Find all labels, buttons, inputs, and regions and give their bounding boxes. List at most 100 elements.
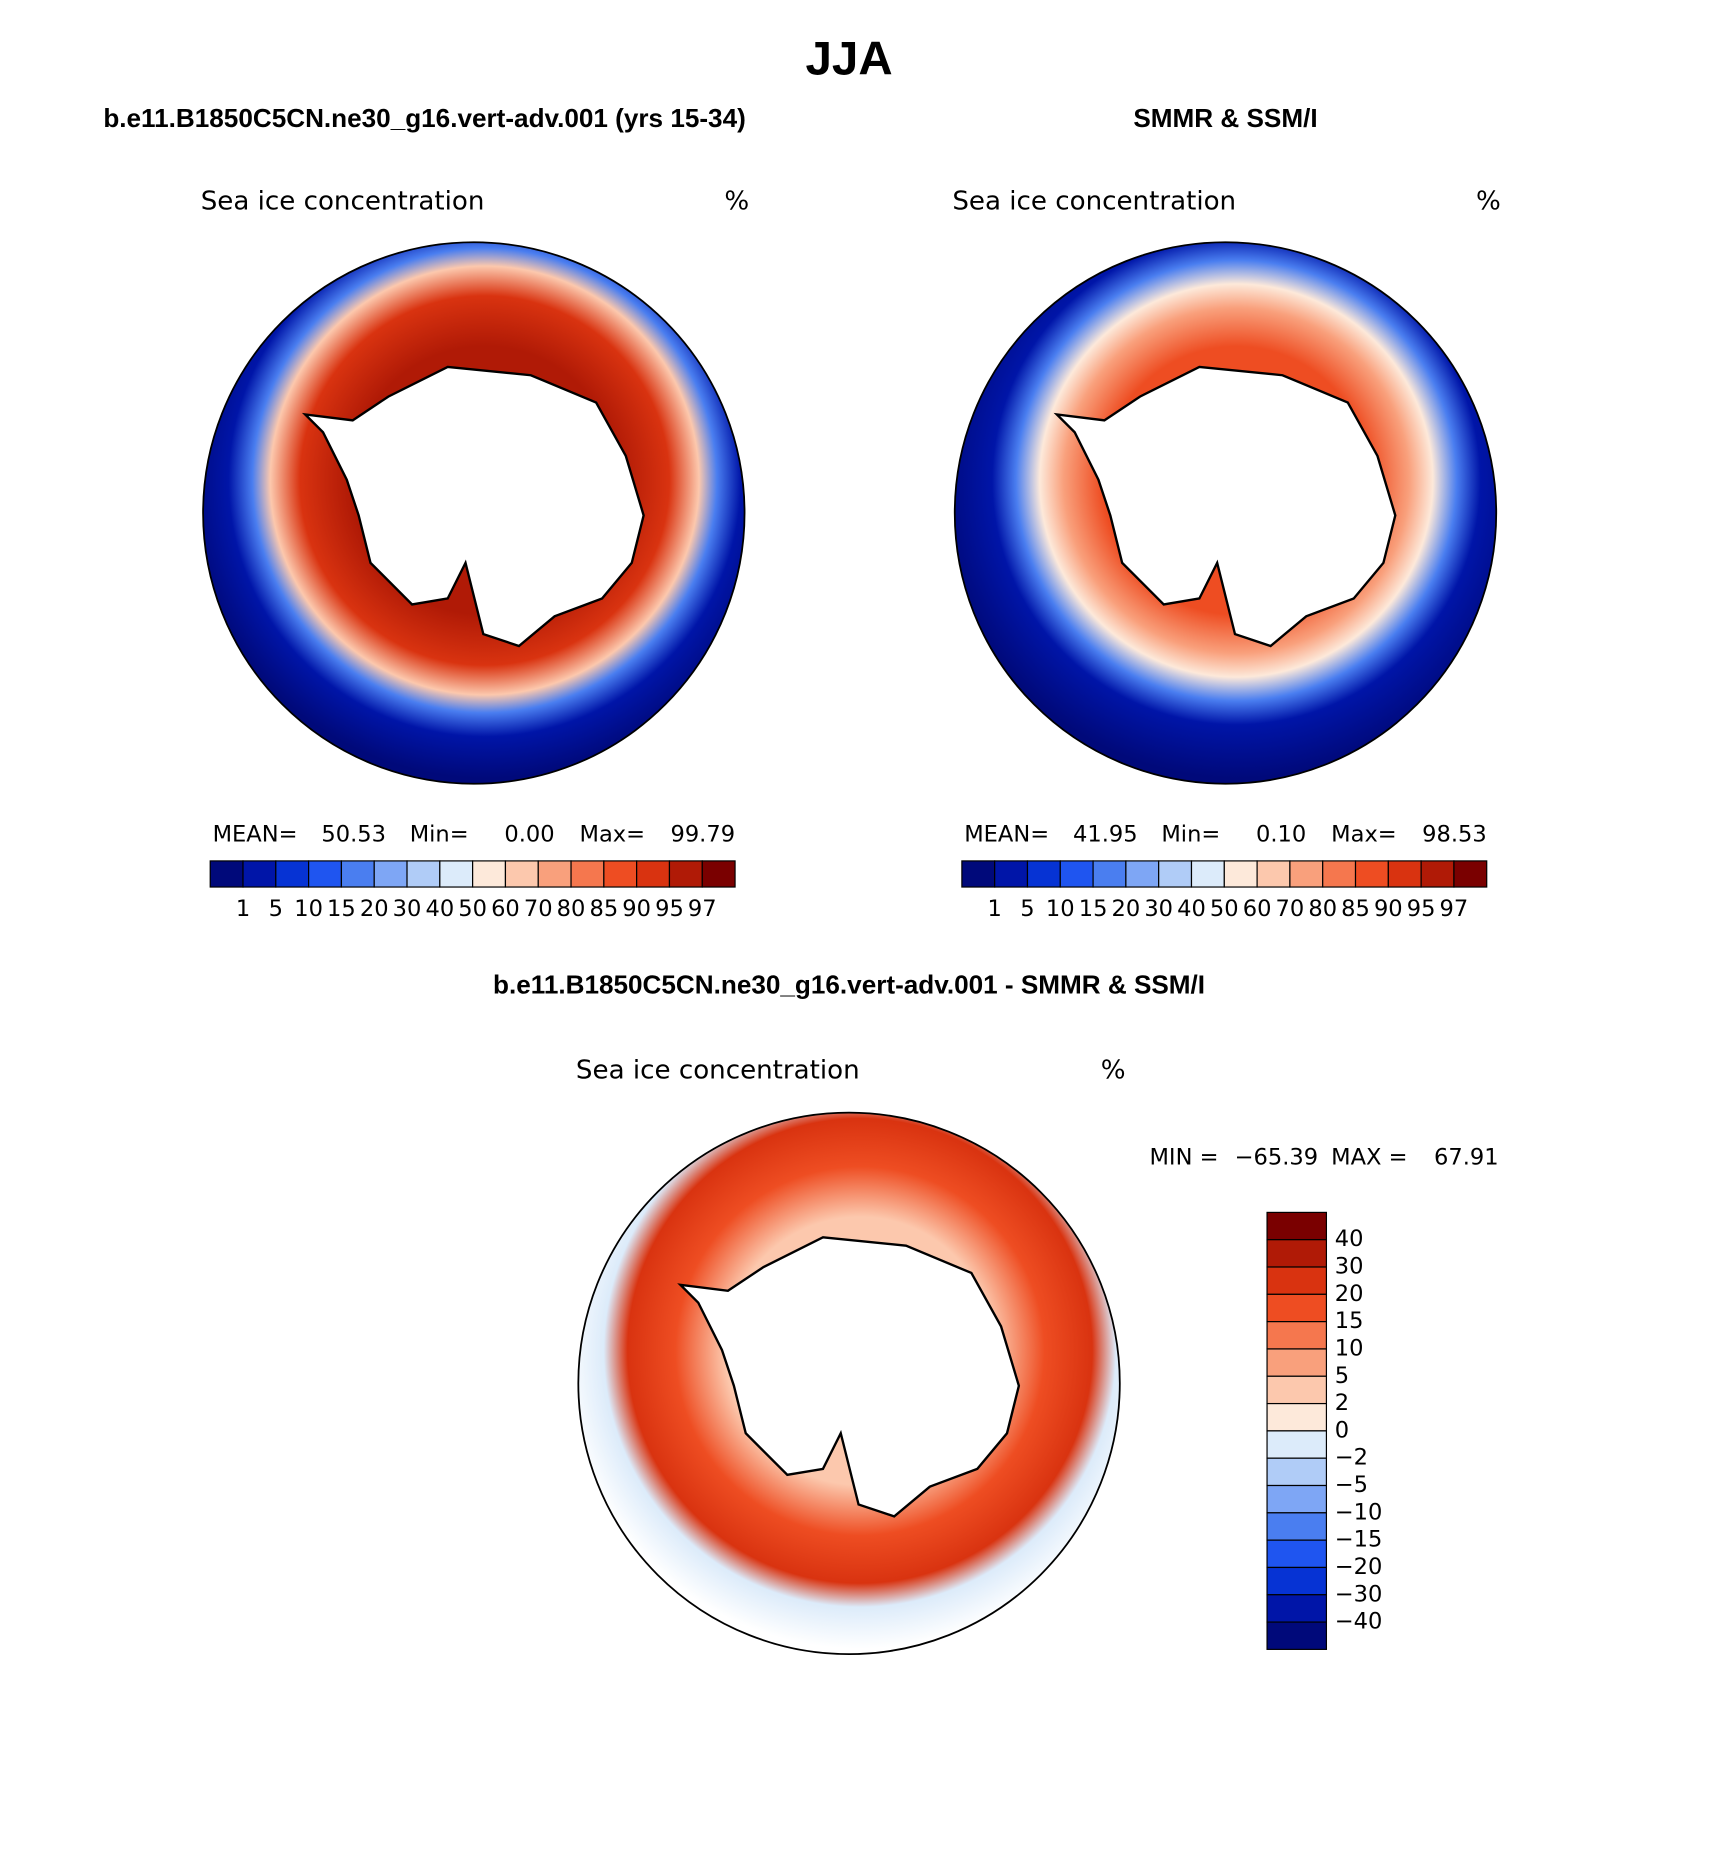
colorbar-box bbox=[1092, 860, 1127, 888]
colorbar-label: 30 bbox=[1144, 896, 1173, 922]
colorbar-box bbox=[668, 860, 703, 888]
colorbar-box bbox=[603, 860, 638, 888]
colorbar-label: −20 bbox=[1335, 1554, 1383, 1580]
colorbar-box bbox=[701, 860, 736, 888]
stat-value: 98.53 bbox=[1422, 821, 1487, 847]
colorbar-box bbox=[1026, 860, 1061, 888]
colorbar-label: 40 bbox=[1177, 896, 1206, 922]
stat-value: 99.79 bbox=[671, 821, 736, 847]
colorbar-box bbox=[1289, 860, 1324, 888]
colorbar-label: 50 bbox=[458, 896, 487, 922]
colorbar-label: 85 bbox=[590, 896, 619, 922]
colorbar-box bbox=[242, 860, 277, 888]
panel-units: % bbox=[1476, 186, 1501, 216]
colorbar-label: 60 bbox=[491, 896, 520, 922]
colorbar-label: 15 bbox=[1079, 896, 1108, 922]
colorbar-label: −5 bbox=[1335, 1472, 1368, 1498]
colorbar-label: 10 bbox=[294, 896, 323, 922]
antarctica bbox=[677, 1236, 1021, 1518]
stat-value: 0.00 bbox=[504, 821, 554, 847]
colorbar-box bbox=[1266, 1239, 1328, 1268]
colorbar-box bbox=[1266, 1457, 1328, 1487]
panel-header: b.e11.B1850C5CN.ne30_g16.vert-adv.001 (y… bbox=[103, 103, 745, 133]
panel-subtitle: Sea ice concentration bbox=[952, 186, 1236, 216]
colorbar-box bbox=[373, 860, 408, 888]
antarctica bbox=[301, 365, 645, 648]
colorbar-box bbox=[209, 860, 244, 888]
colorbar-box bbox=[1266, 1293, 1328, 1323]
colorbar-label: 20 bbox=[360, 896, 389, 922]
colorbar-box bbox=[1266, 1211, 1328, 1241]
colorbar-box bbox=[1266, 1566, 1328, 1596]
colorbar-label: 70 bbox=[1276, 896, 1305, 922]
colorbar-box bbox=[1266, 1484, 1328, 1514]
colorbar-label: −30 bbox=[1335, 1581, 1383, 1607]
colorbar-label: 40 bbox=[425, 896, 454, 922]
colorbar-label: 1 bbox=[236, 896, 250, 922]
colorbar-label: −40 bbox=[1335, 1609, 1383, 1635]
colorbar-label: 50 bbox=[1210, 896, 1239, 922]
colorbar-box bbox=[406, 860, 441, 888]
colorbar-box bbox=[1266, 1266, 1328, 1295]
colorbar-box bbox=[1453, 860, 1488, 888]
colorbar-label: 97 bbox=[1440, 896, 1469, 922]
colorbar-label: 5 bbox=[1020, 896, 1034, 922]
colorbar-box bbox=[537, 860, 572, 888]
colorbar-label: −15 bbox=[1335, 1527, 1383, 1553]
colorbar-label: 30 bbox=[393, 896, 422, 922]
colorbar-box bbox=[1266, 1402, 1328, 1432]
colorbar-box bbox=[961, 860, 996, 888]
colorbar-box bbox=[1256, 860, 1291, 888]
colorbar-label: 95 bbox=[1407, 896, 1436, 922]
colorbar-box bbox=[308, 860, 343, 888]
stat-label: Min= bbox=[410, 821, 469, 847]
colorbar-box bbox=[1266, 1348, 1328, 1377]
colorbar-label: 80 bbox=[1308, 896, 1337, 922]
colorbar-label: 80 bbox=[557, 896, 586, 922]
panel-units: % bbox=[1101, 1056, 1126, 1086]
colorbar-box bbox=[1266, 1512, 1328, 1541]
stat-label: Max= bbox=[1331, 821, 1397, 847]
colorbar-box bbox=[1059, 860, 1094, 888]
stat-value: 67.91 bbox=[1434, 1144, 1499, 1170]
colorbar-box bbox=[1158, 860, 1193, 888]
colorbar-label: 15 bbox=[1335, 1308, 1364, 1334]
stat-label: MEAN= bbox=[213, 821, 298, 847]
colorbar-label: 85 bbox=[1341, 896, 1370, 922]
colorbar-label: 90 bbox=[622, 896, 651, 922]
colorbar-label: 90 bbox=[1374, 896, 1403, 922]
colorbar-label: 10 bbox=[1046, 896, 1075, 922]
colorbar-box bbox=[570, 860, 605, 888]
colorbar-label: 70 bbox=[524, 896, 553, 922]
colorbar-box bbox=[1125, 860, 1160, 888]
stat-label: Max= bbox=[580, 821, 646, 847]
colorbar-label: 5 bbox=[1335, 1363, 1349, 1389]
colorbar-box bbox=[1223, 860, 1258, 888]
colorbar-label: 10 bbox=[1335, 1335, 1364, 1361]
panel-header: b.e11.B1850C5CN.ne30_g16.vert-adv.001 - … bbox=[493, 970, 1205, 1000]
colorbar-label: 40 bbox=[1335, 1226, 1364, 1252]
colorbar-box bbox=[636, 860, 671, 888]
colorbar-label: −10 bbox=[1335, 1499, 1383, 1525]
colorbar-label: 2 bbox=[1335, 1390, 1349, 1416]
colorbar-box bbox=[1190, 860, 1225, 888]
colorbar-box bbox=[275, 860, 310, 888]
stat-label: MEAN= bbox=[964, 821, 1049, 847]
panel-subtitle: Sea ice concentration bbox=[576, 1056, 860, 1086]
colorbar-label: 5 bbox=[269, 896, 283, 922]
colorbar-label: 30 bbox=[1335, 1254, 1364, 1280]
stat-value: 0.10 bbox=[1256, 821, 1306, 847]
stat-label: MAX = bbox=[1331, 1144, 1407, 1170]
stat-label: Min= bbox=[1161, 821, 1220, 847]
antarctica bbox=[1053, 365, 1397, 648]
panel-units: % bbox=[724, 186, 749, 216]
figure-title: JJA bbox=[806, 32, 893, 85]
stat-value: −65.39 bbox=[1235, 1144, 1318, 1170]
stat-value: 41.95 bbox=[1073, 821, 1138, 847]
colorbar-label: 97 bbox=[688, 896, 717, 922]
colorbar-box bbox=[439, 860, 474, 888]
colorbar-box bbox=[340, 860, 375, 888]
colorbar-box bbox=[1266, 1321, 1328, 1350]
colorbar-box bbox=[1266, 1621, 1328, 1650]
